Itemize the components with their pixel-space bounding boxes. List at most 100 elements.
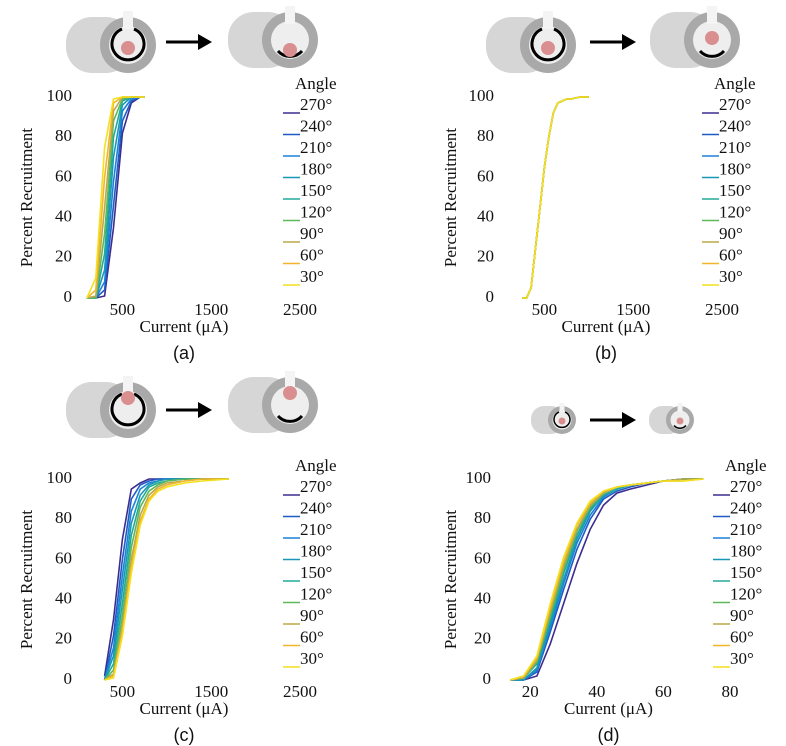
series-line [104,478,230,681]
y-tick-label: 0 [483,669,492,688]
y-tick-label: 20 [477,247,494,266]
legend-title: Angle [295,74,337,93]
legend-title: Angle [295,456,337,475]
y-axis-label: Percent Recruitment [441,128,460,268]
legend-label: 210° [719,138,751,157]
y-axis-label: Percent Recruitment [17,510,36,650]
legend-label: 210° [300,520,332,539]
series-line [522,96,589,299]
lead-notch [285,371,295,389]
cylinder-core [109,391,147,429]
contact-arc [553,411,571,429]
legend-label: 90° [300,606,324,625]
series-line [522,96,589,299]
legend-label: 180° [719,159,751,178]
x-axis-label: Current (μA) [564,699,653,718]
lead-notch [677,403,683,412]
legend-label: 30° [300,649,324,668]
legend-label: 90° [300,224,324,243]
legend-label: 30° [730,649,754,668]
nerve-fiber [121,391,135,405]
electrode-icon [649,403,694,434]
panel-caption: (c) [174,725,195,745]
legend-label: 270° [300,95,332,114]
y-tick-label: 40 [474,589,491,608]
x-tick-label: 1500 [194,300,228,319]
y-tick-label: 60 [477,166,494,185]
x-tick-label: 2500 [283,682,317,701]
series-line [510,478,704,681]
x-tick-label: 40 [588,682,605,701]
y-tick-label: 100 [47,86,73,105]
legend-label: 60° [300,245,324,264]
electrode-icon [66,11,156,73]
legend-label: 240° [730,498,762,517]
legend-label: 120° [300,202,332,221]
lead-notch [123,11,133,29]
y-tick-label: 0 [64,287,73,306]
lead-notch [123,376,133,394]
legend-label: 150° [300,181,332,200]
y-tick-label: 20 [474,629,491,648]
x-tick-label: 1500 [616,300,650,319]
panel-caption: (b) [595,343,617,363]
x-tick-label: 500 [110,682,136,701]
legend-label: 30° [300,267,324,286]
legend-title: Angle [725,456,767,475]
y-tick-label: 0 [486,287,495,306]
x-axis-label: Current (μA) [562,317,651,336]
legend-label: 270° [730,477,762,496]
y-tick-label: 100 [469,86,495,105]
x-tick-label: 2500 [705,300,739,319]
series-line [522,96,589,299]
x-tick-label: 500 [532,300,558,319]
y-axis-label: Percent Recruitment [17,128,36,268]
legend-label: 240° [719,116,751,135]
arrow-head [622,34,636,50]
nerve-fiber [121,41,135,55]
legend-label: 180° [300,159,332,178]
legend-label: 150° [719,181,751,200]
electrode-icon [228,371,318,433]
series-line [86,96,145,299]
y-tick-label: 60 [55,166,72,185]
y-axis-label: Percent Recruitment [441,510,460,650]
electrode-icon [531,403,576,434]
nerve-fiber [541,41,555,55]
y-tick-label: 80 [477,126,494,145]
legend-label: 180° [300,541,332,560]
cylinder-core [271,386,309,424]
arrow-head [198,34,212,50]
y-tick-label: 60 [474,548,491,567]
series-line [522,96,589,299]
x-tick-label: 1500 [194,682,228,701]
series-line [522,96,589,299]
legend-label: 120° [730,584,762,603]
legend-title: Angle [714,74,756,93]
legend-label: 240° [300,116,332,135]
y-tick-label: 0 [64,669,73,688]
legend-label: 210° [730,520,762,539]
arrow-head [622,412,636,428]
nerve-fiber [558,417,566,425]
contact-arc [110,27,146,62]
x-tick-label: 500 [110,300,136,319]
legend-label: 150° [300,563,332,582]
y-tick-label: 80 [55,126,72,145]
y-tick-label: 20 [55,629,72,648]
series-line [522,96,589,299]
series-line [103,478,229,681]
electrode-icon [66,376,156,438]
legend-label: 60° [300,627,324,646]
contact-arc [530,27,566,62]
y-tick-label: 40 [55,589,72,608]
x-tick-label: 80 [722,682,739,701]
nerve-fiber [705,31,719,45]
legend-label: 30° [719,267,743,286]
y-tick-label: 100 [466,468,492,487]
nerve-fiber [676,417,684,425]
series-line [522,96,589,299]
lead-notch [285,6,295,24]
legend-label: 240° [300,498,332,517]
y-tick-label: 80 [55,508,72,527]
